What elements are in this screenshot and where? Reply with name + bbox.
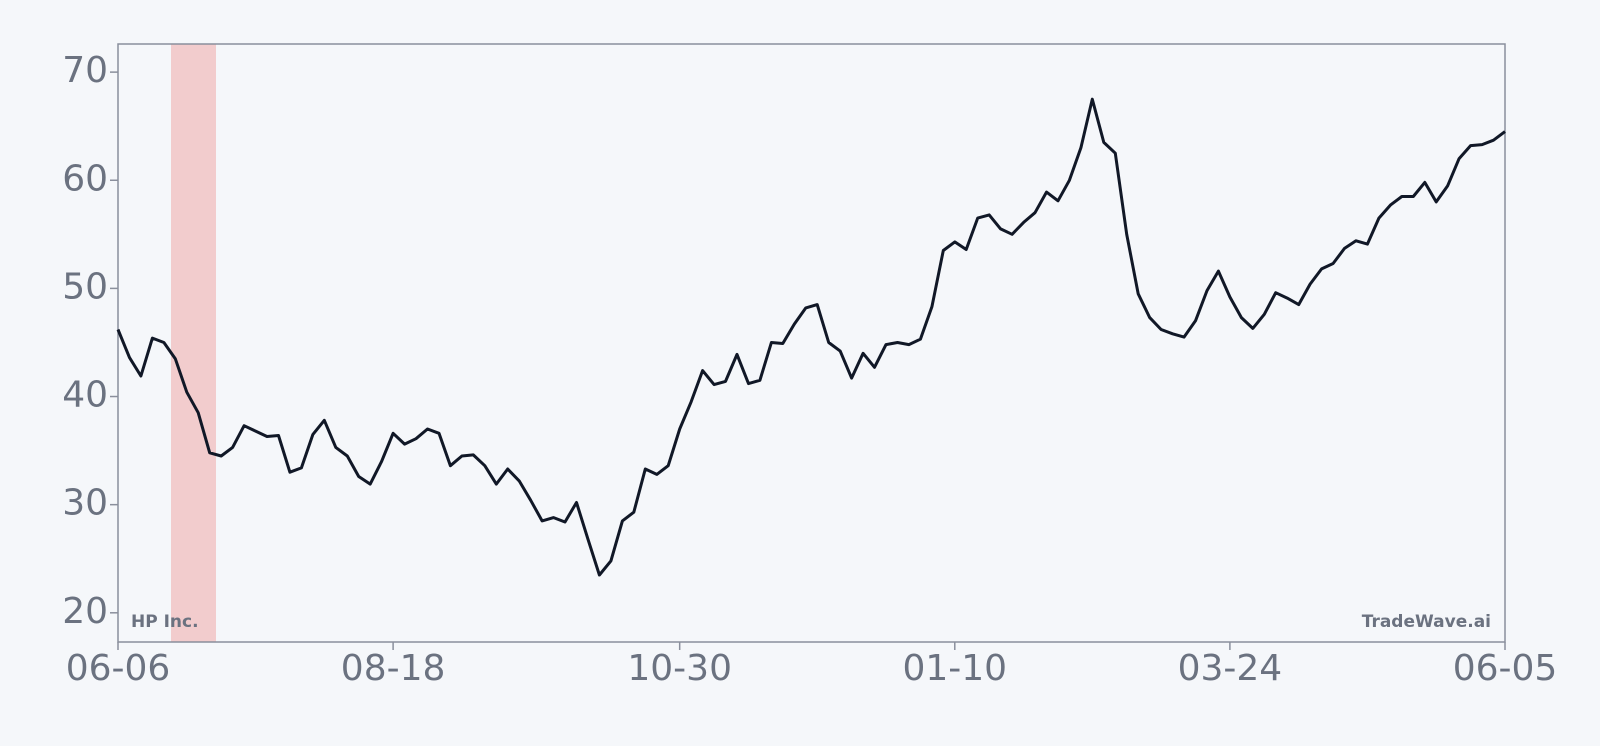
- y-tick-label: 70: [62, 50, 108, 91]
- x-tick-label: 08-18: [341, 648, 446, 689]
- x-tick-label: 03-24: [1178, 648, 1283, 689]
- x-tick-label: 10-30: [627, 648, 732, 689]
- price-line: [116, 97, 1506, 577]
- x-tick-label: 06-05: [1453, 648, 1558, 689]
- plot-frame: [117, 43, 1506, 643]
- highlight-band: [171, 44, 216, 642]
- annotation: TradeWave.ai: [1362, 612, 1491, 632]
- y-tick-label: 50: [62, 266, 108, 307]
- y-tick-label: 40: [62, 375, 108, 416]
- x-tick-label: 06-06: [66, 648, 171, 689]
- y-tick-label: 60: [62, 158, 108, 199]
- annotation: HP Inc.: [131, 612, 199, 632]
- x-tick-label: 01-10: [902, 648, 1007, 689]
- y-tick-label: 20: [62, 591, 108, 632]
- y-tick-label: 30: [62, 483, 108, 524]
